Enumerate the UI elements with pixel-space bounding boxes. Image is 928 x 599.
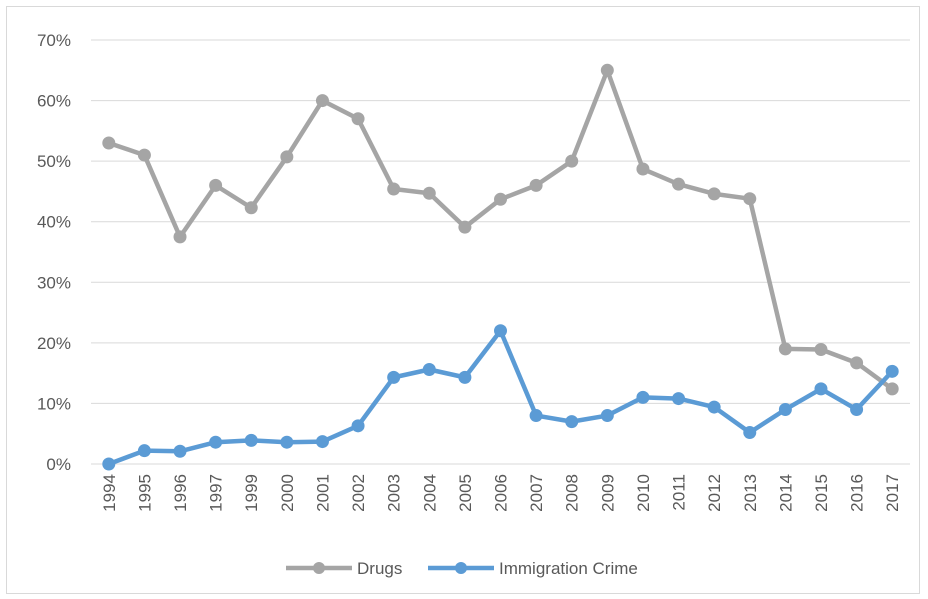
x-tick-label: 2010 xyxy=(634,474,653,512)
data-point xyxy=(244,433,258,447)
series-drugs xyxy=(102,63,899,396)
y-tick-label: 30% xyxy=(37,273,71,292)
data-point xyxy=(672,392,686,406)
x-tick-label: 2013 xyxy=(741,474,760,512)
y-tick-label: 70% xyxy=(37,31,71,50)
x-tick-label: 2014 xyxy=(776,474,795,512)
series-group xyxy=(102,63,899,471)
data-point xyxy=(529,409,543,423)
x-tick-label: 1996 xyxy=(171,474,190,512)
data-point xyxy=(885,364,899,378)
data-point xyxy=(707,400,721,414)
data-point xyxy=(387,182,401,196)
data-point xyxy=(885,382,899,396)
x-tick-label: 2011 xyxy=(670,474,689,511)
gridlines xyxy=(91,39,910,404)
data-point xyxy=(137,148,151,162)
data-point xyxy=(600,63,614,77)
x-tick-label: 2007 xyxy=(527,474,546,512)
data-point xyxy=(494,192,507,206)
data-point xyxy=(743,192,757,206)
data-point xyxy=(743,426,757,440)
x-tick-label: 2017 xyxy=(883,474,902,512)
data-point xyxy=(565,154,579,168)
data-point xyxy=(173,230,187,244)
x-tick-label: 2000 xyxy=(278,474,297,512)
x-tick-label: 2006 xyxy=(492,474,511,512)
data-point xyxy=(672,177,686,191)
y-tick-label: 40% xyxy=(37,213,71,232)
y-axis-ticks: 0% 10% 20% 30% 40% 50% 60% 70% xyxy=(37,31,71,474)
data-point xyxy=(137,444,151,458)
data-point xyxy=(280,435,294,449)
series-immigration-crime xyxy=(102,324,899,471)
data-point xyxy=(850,402,864,416)
data-point xyxy=(565,415,579,429)
data-point xyxy=(102,457,116,471)
data-point xyxy=(173,444,187,458)
legend-label-drugs: Drugs xyxy=(357,559,402,578)
x-tick-label: 1995 xyxy=(135,474,154,512)
x-tick-label: 2005 xyxy=(456,474,475,512)
data-point xyxy=(636,162,650,176)
x-tick-label: 2003 xyxy=(385,474,404,512)
data-point xyxy=(600,409,614,423)
data-point xyxy=(209,178,223,192)
data-point xyxy=(315,94,329,108)
x-tick-label: 1994 xyxy=(100,474,119,512)
x-axis-ticks: 1994 1995 1996 1997 1999 2000 2001 2002 2003 2004… xyxy=(100,474,902,512)
legend-item-immigration-crime: Immigration Crime xyxy=(428,559,638,578)
x-tick-label: 2001 xyxy=(313,474,332,512)
y-tick-label: 20% xyxy=(37,334,71,353)
data-point xyxy=(280,150,294,164)
data-point xyxy=(351,419,365,433)
y-tick-label: 50% xyxy=(37,152,71,171)
series-line xyxy=(108,328,894,467)
chart-frame xyxy=(6,6,920,594)
data-point xyxy=(387,370,401,384)
data-point xyxy=(102,136,116,150)
x-tick-label: 2015 xyxy=(812,474,831,512)
data-point xyxy=(707,187,721,201)
x-tick-label: 2016 xyxy=(848,474,867,512)
legend-item-drugs: Drugs xyxy=(286,559,402,578)
x-tick-label: 1997 xyxy=(207,474,226,512)
data-point xyxy=(529,178,543,192)
legend: Drugs Immigration Crime xyxy=(286,559,638,578)
series-line xyxy=(108,68,894,391)
x-tick-label: 2008 xyxy=(563,474,582,512)
data-point xyxy=(814,382,828,396)
x-tick-label: 1999 xyxy=(242,474,261,512)
y-tick-label: 10% xyxy=(37,394,71,413)
data-point xyxy=(814,343,828,357)
data-point xyxy=(209,435,223,449)
data-point xyxy=(850,356,864,370)
data-point xyxy=(778,342,792,356)
data-point xyxy=(778,402,792,416)
x-tick-label: 2012 xyxy=(705,474,724,512)
x-tick-label: 2009 xyxy=(598,474,617,512)
data-point xyxy=(494,324,507,338)
data-point xyxy=(422,186,436,200)
data-point xyxy=(458,220,472,234)
data-point xyxy=(422,363,436,377)
data-point xyxy=(458,370,472,384)
data-point xyxy=(244,201,258,215)
data-point xyxy=(315,435,329,449)
y-tick-label: 60% xyxy=(37,92,71,111)
y-tick-label: 0% xyxy=(46,455,71,474)
legend-label-immigration-crime: Immigration Crime xyxy=(499,559,638,578)
data-point xyxy=(636,390,650,404)
x-tick-label: 2002 xyxy=(349,474,368,512)
x-tick-label: 2004 xyxy=(420,474,439,512)
data-point xyxy=(351,112,365,126)
